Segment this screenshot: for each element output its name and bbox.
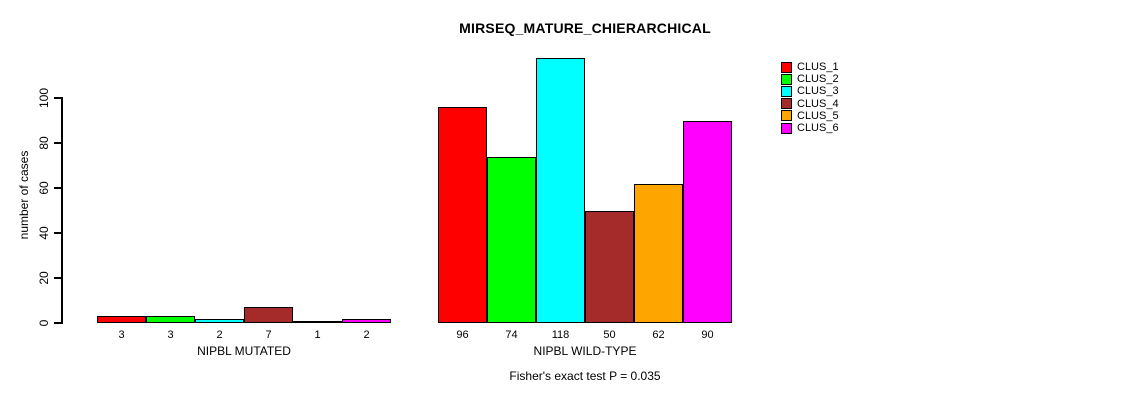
bar-clus_1-wild-type xyxy=(438,107,487,323)
y-tick-label: 40 xyxy=(37,226,51,240)
y-tick-mark xyxy=(54,187,61,189)
y-tick-label: 0 xyxy=(37,319,51,327)
bar-value-label: 96 xyxy=(456,329,469,341)
bar-clus_5-mutated xyxy=(293,320,342,323)
legend-swatch xyxy=(781,73,792,85)
bar-clus_2-mutated xyxy=(146,316,195,323)
legend-label: CLUS_3 xyxy=(797,85,839,98)
bar-clus_3-mutated xyxy=(195,318,244,323)
bar-clus_4-wild-type xyxy=(585,210,634,323)
y-tick-mark xyxy=(54,97,61,99)
legend-item: CLUS_5 xyxy=(781,110,839,122)
legend-item: CLUS_4 xyxy=(781,98,839,110)
bar-clus_6-wild-type xyxy=(683,120,732,323)
legend-swatch xyxy=(781,61,792,73)
legend-item: CLUS_1 xyxy=(781,61,839,73)
y-tick-label: 80 xyxy=(37,136,51,150)
bar-value-label: 118 xyxy=(551,329,570,341)
legend-item: CLUS_3 xyxy=(781,85,839,97)
y-tick-mark xyxy=(54,322,61,324)
bar-clus_6-mutated xyxy=(342,318,391,323)
bar-clus_3-wild-type xyxy=(536,57,585,323)
legend-label: CLUS_6 xyxy=(797,122,839,135)
bar-value-label: 3 xyxy=(118,329,125,341)
legend-swatch xyxy=(781,98,792,110)
bar-clus_5-wild-type xyxy=(634,183,683,323)
legend-swatch xyxy=(781,85,792,97)
y-tick-label: 60 xyxy=(37,181,51,195)
legend-item: CLUS_6 xyxy=(781,122,839,134)
group-label: NIPBL MUTATED xyxy=(197,344,291,358)
bar-value-label: 2 xyxy=(363,329,370,341)
legend-label: CLUS_4 xyxy=(797,97,839,110)
bar-value-label: 62 xyxy=(652,329,665,341)
bar-value-label: 7 xyxy=(265,329,272,341)
chart-title: MIRSEQ_MATURE_CHIERARCHICAL xyxy=(459,20,711,36)
bar-value-label: 50 xyxy=(603,329,616,341)
legend-swatch xyxy=(781,110,792,122)
legend-label: CLUS_5 xyxy=(797,109,839,122)
bar-clus_2-wild-type xyxy=(487,156,536,323)
y-axis-line xyxy=(61,97,63,324)
y-tick-mark xyxy=(54,232,61,234)
y-tick-label: 100 xyxy=(37,87,51,109)
y-tick-mark xyxy=(54,142,61,144)
group-label: NIPBL WILD-TYPE xyxy=(533,344,637,358)
y-tick-mark xyxy=(54,277,61,279)
legend: CLUS_1 CLUS_2 CLUS_3 CLUS_4 CLUS_5 CLUS_6 xyxy=(781,61,839,134)
bar-clus_1-mutated xyxy=(97,316,146,323)
bar-value-label: 90 xyxy=(701,329,714,341)
bar-clus_4-mutated xyxy=(244,307,293,323)
bar-value-label: 2 xyxy=(216,329,223,341)
bar-value-label: 74 xyxy=(505,329,518,341)
footnote: Fisher's exact test P = 0.035 xyxy=(509,369,661,383)
legend-item: CLUS_2 xyxy=(781,73,839,85)
legend-label: CLUS_2 xyxy=(797,73,839,86)
y-tick-label: 20 xyxy=(37,271,51,285)
legend-swatch xyxy=(781,122,792,134)
legend-label: CLUS_1 xyxy=(797,61,839,74)
y-axis-title: number of cases xyxy=(17,150,31,240)
bar-value-label: 3 xyxy=(167,329,174,341)
bar-value-label: 1 xyxy=(314,329,321,341)
